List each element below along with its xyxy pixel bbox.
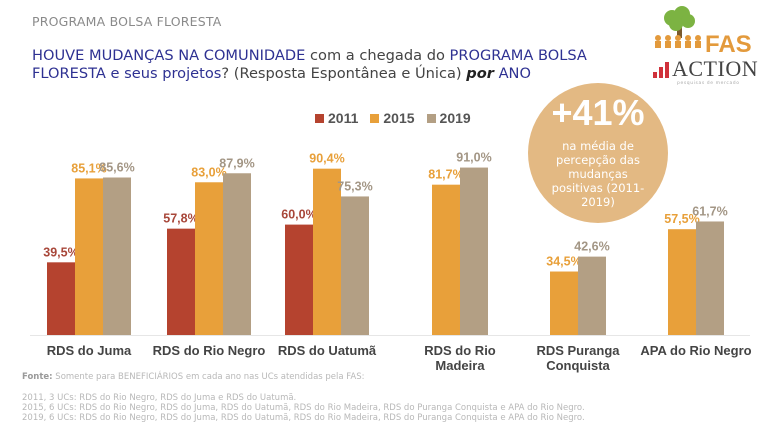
data-label-2019-2: 75,3% (337, 179, 372, 193)
data-label-2019-5: 61,7% (692, 204, 727, 218)
question-part-1: HOUVE MUDANÇAS NA COMUNIDADE (32, 47, 306, 64)
data-label-2015-2: 90,4% (309, 152, 344, 166)
bar-2011-2 (285, 224, 313, 335)
legend-swatch-2011 (315, 113, 324, 123)
logos: FAS ACTION pesquisas de mercado (650, 6, 768, 91)
category-label-1: RDS do Rio Negro (149, 343, 269, 358)
data-label-2019-4: 42,6% (574, 240, 609, 254)
badge-value: +41% (551, 92, 645, 133)
data-label-2015-4: 34,5% (546, 255, 581, 269)
category-label-line: Madeira (435, 358, 485, 373)
question-part-6: ANO (493, 65, 531, 82)
category-label-line: RDS do Uatumã (277, 343, 377, 358)
data-label-2019-1: 87,9% (219, 156, 254, 170)
bar-2015-1 (195, 182, 223, 335)
category-label-5: APA do Rio Negro (636, 343, 756, 358)
action-bars-logo-icon (653, 62, 669, 78)
category-label-line: RDS Puranga (536, 343, 620, 358)
bar-2015-4 (550, 271, 578, 335)
legend-item-2011: 2011 (315, 110, 358, 126)
highlight-badge: +41% na média de percepção das mudanças … (528, 83, 668, 223)
fas-tree-logo-icon (655, 6, 701, 48)
bar-2015-5 (668, 229, 696, 335)
data-label-2011-0: 39,5% (43, 245, 78, 259)
data-label-2019-0: 85,6% (99, 160, 134, 174)
action-logo-subtitle: pesquisas de mercado (677, 81, 740, 86)
footnote-label: Fonte: (22, 372, 53, 382)
note-2011: 2011, 3 UCs: RDS do Rio Negro, RDS do Ju… (22, 393, 297, 403)
bar-2019-3 (460, 167, 488, 335)
bar-2019-2 (341, 196, 369, 335)
fas-logo-text: FAS (705, 31, 752, 58)
category-label-line: RDS do Juma (46, 343, 132, 358)
chart-question-title: HOUVE MUDANÇAS NA COMUNIDADE com a chega… (32, 47, 652, 83)
category-label-line: Conquista (546, 358, 610, 373)
legend-item-2015: 2015 (370, 110, 415, 126)
bar-2019-5 (696, 221, 724, 335)
data-label-2011-2: 60,0% (281, 208, 316, 222)
legend-swatch-2019 (426, 113, 436, 123)
bar-2011-1 (167, 228, 195, 335)
legend-label-2011: 2011 (328, 110, 359, 126)
bar-2015-2 (313, 168, 341, 335)
data-label-2019-3: 91,0% (456, 151, 491, 165)
data-label-2015-3: 81,7% (428, 168, 463, 182)
question-part-4: ? (Resposta Espontânea e Única) (221, 65, 467, 82)
badge-text: na média de percepção das mudanças posit… (551, 139, 645, 209)
category-label-2: RDS do Uatumã (267, 343, 387, 358)
question-part-2: com a chegada do (305, 47, 450, 64)
question-part-3: PROGRAMA BOLSA FLORESTA e seus projetos (32, 47, 587, 82)
action-logo-text: ACTION (672, 56, 759, 81)
category-label-line: RDS do Rio Negro (152, 343, 266, 358)
category-label-line: RDS do Rio (424, 343, 496, 358)
question-part-5: por (466, 65, 494, 82)
chart-legend: 2011 2015 2019 (315, 110, 471, 126)
category-label-line: APA do Rio Negro (640, 343, 752, 358)
category-label-3: RDS do Rio Madeira (400, 343, 520, 373)
data-label-2015-1: 83,0% (191, 165, 226, 179)
footnote-text: Somente para BENEFICIÁRIOS em cada ano n… (52, 372, 365, 382)
bar-2011-0 (47, 262, 75, 335)
data-label-2015-0: 85,1% (71, 161, 106, 175)
bar-2019-0 (103, 177, 131, 335)
legend-swatch-2015 (370, 113, 380, 123)
note-2019: 2019, 6 UCs: RDS do Rio Negro, RDS do Ju… (22, 413, 585, 423)
section-title: PROGRAMA BOLSA FLORESTA (32, 14, 222, 29)
category-label-0: RDS do Juma (29, 343, 149, 358)
legend-item-2019: 2019 (426, 110, 471, 126)
category-label-4: RDS Puranga Conquista (518, 343, 638, 373)
legend-label-2015: 2015 (383, 110, 415, 126)
sample-notes: 2011, 3 UCs: RDS do Rio Negro, RDS do Ju… (22, 393, 585, 423)
data-label-2015-5: 57,5% (664, 212, 699, 226)
data-label-2011-1: 57,8% (163, 212, 198, 226)
bar-2019-1 (223, 173, 251, 335)
bar-2015-0 (75, 178, 103, 335)
legend-label-2019: 2019 (439, 110, 471, 126)
bar-2019-4 (578, 256, 606, 335)
source-footnote: Fonte: Somente para BENEFICIÁRIOS em cad… (22, 372, 365, 382)
bar-2015-3 (432, 184, 460, 335)
note-2015: 2015, 6 UCs: RDS do Rio Negro, RDS do Ju… (22, 403, 585, 413)
